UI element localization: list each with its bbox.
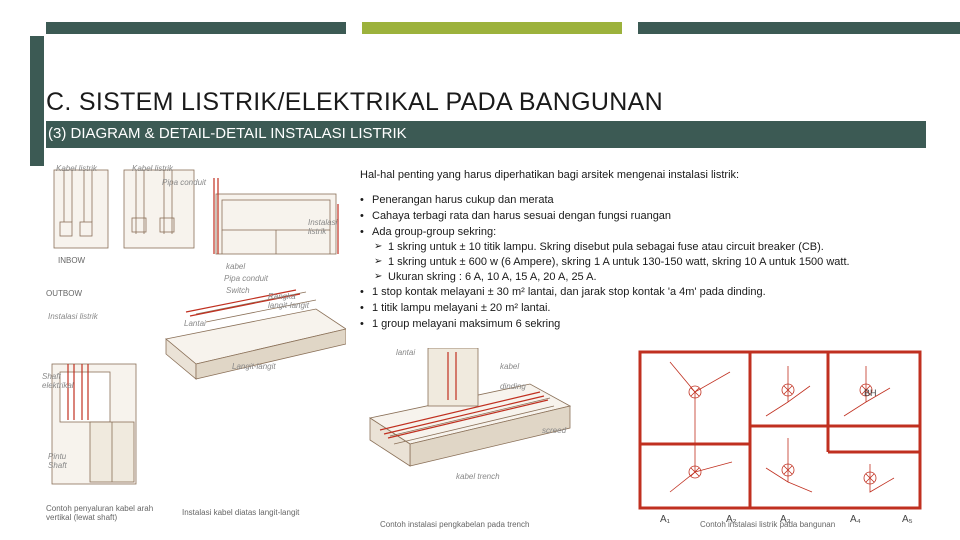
diagram-row-right: A₁ A₂ A₃ A₄ A₅ BH lantai kabel dinding s… [360, 348, 940, 534]
diagram-label: OUTBOW [46, 289, 82, 298]
list-item: Ukuran skring : 6 A, 10 A, 15 A, 20 A, 2… [374, 270, 940, 285]
list-item: Penerangan harus cukup dan merata [360, 193, 940, 208]
diagram-label: Kabel listrik [56, 164, 97, 173]
title-block: C. SISTEM LISTRIK/ELEKTRIKAL PADA BANGUN… [46, 88, 926, 148]
diagram-label: Lantai [184, 319, 206, 328]
diagram-label: Switch [226, 286, 250, 295]
diagram-caption: Instalasi kabel diatas langit-langit [182, 508, 342, 517]
list-item: Ada group-group sekring: [360, 225, 940, 240]
page-title: C. SISTEM LISTRIK/ELEKTRIKAL PADA BANGUN… [46, 88, 926, 117]
diagram-label: Shaft elektrikal [42, 372, 82, 390]
svg-text:A₄: A₄ [850, 514, 861, 525]
list-item: 1 group melayani maksimum 6 sekring [360, 317, 940, 332]
diagram-caption: Contoh instalasi listrik pada bangunan [700, 520, 835, 529]
diagram-label: Instalasi listrik [48, 312, 98, 321]
diagram-label: Pipa conduit [224, 274, 268, 283]
list-item: 1 titik lampu melayani ± 20 m² lantai. [360, 301, 940, 316]
bar-segment-dark [638, 22, 960, 34]
bullet-list: Penerangan harus cukup dan merata Cahaya… [360, 193, 940, 240]
list-item: 1 skring untuk ± 10 titik lampu. Skring … [374, 240, 940, 255]
diagram-label: Langit-langit [232, 362, 276, 371]
arrow-list: 1 skring untuk ± 10 titik lampu. Skring … [360, 240, 940, 285]
diagram-label: lantai [396, 348, 415, 357]
diagram-label: INBOW [58, 256, 85, 265]
header-decoration-bar [46, 22, 960, 34]
diagram-label: dinding [500, 382, 526, 391]
bullet-list-2: 1 stop kontak melayani ± 30 m² lantai, d… [360, 285, 940, 332]
diagram-label: Pipa conduit [162, 178, 206, 187]
diagram-caption: Contoh penyaluran kabel arah vertikal (l… [46, 504, 176, 522]
bar-segment-accent [362, 22, 622, 34]
diagram-label: kabel [226, 262, 245, 271]
diagram-label: Rangka langit-langit [268, 292, 318, 310]
page-subtitle: (3) DIAGRAM & DETAIL-DETAIL INSTALASI LI… [46, 121, 926, 148]
bar-segment-dark [46, 22, 346, 34]
diagram-label: Instalasi listrik [308, 218, 346, 236]
intro-text: Hal-hal penting yang harus diperhatikan … [360, 168, 940, 183]
electrical-sketch-right: A₁ A₂ A₃ A₄ A₅ BH [360, 348, 940, 534]
diagram-label: screed [542, 426, 566, 435]
diagram-column-left: Kabel listrik Kabel listrik Pipa conduit… [46, 164, 346, 524]
diagram-label: kabel trench [456, 472, 500, 481]
diagram-label: kabel [500, 362, 519, 371]
left-vertical-rail [30, 36, 44, 166]
svg-text:BH: BH [864, 388, 877, 398]
list-item: Cahaya terbagi rata dan harus sesuai den… [360, 209, 940, 224]
diagram-label: Pintu Shaft [48, 452, 82, 470]
svg-text:A₅: A₅ [902, 514, 913, 525]
text-content: Hal-hal penting yang harus diperhatikan … [360, 168, 940, 332]
list-item: 1 stop kontak melayani ± 30 m² lantai, d… [360, 285, 940, 300]
electrical-sketch-left [46, 164, 346, 524]
list-item: 1 skring untuk ± 600 w (6 Ampere), skrin… [374, 255, 940, 270]
diagram-caption: Contoh instalasi pengkabelan pada trench [380, 520, 529, 529]
diagram-label: Kabel listrik [132, 164, 173, 173]
svg-text:A₁: A₁ [660, 514, 671, 525]
